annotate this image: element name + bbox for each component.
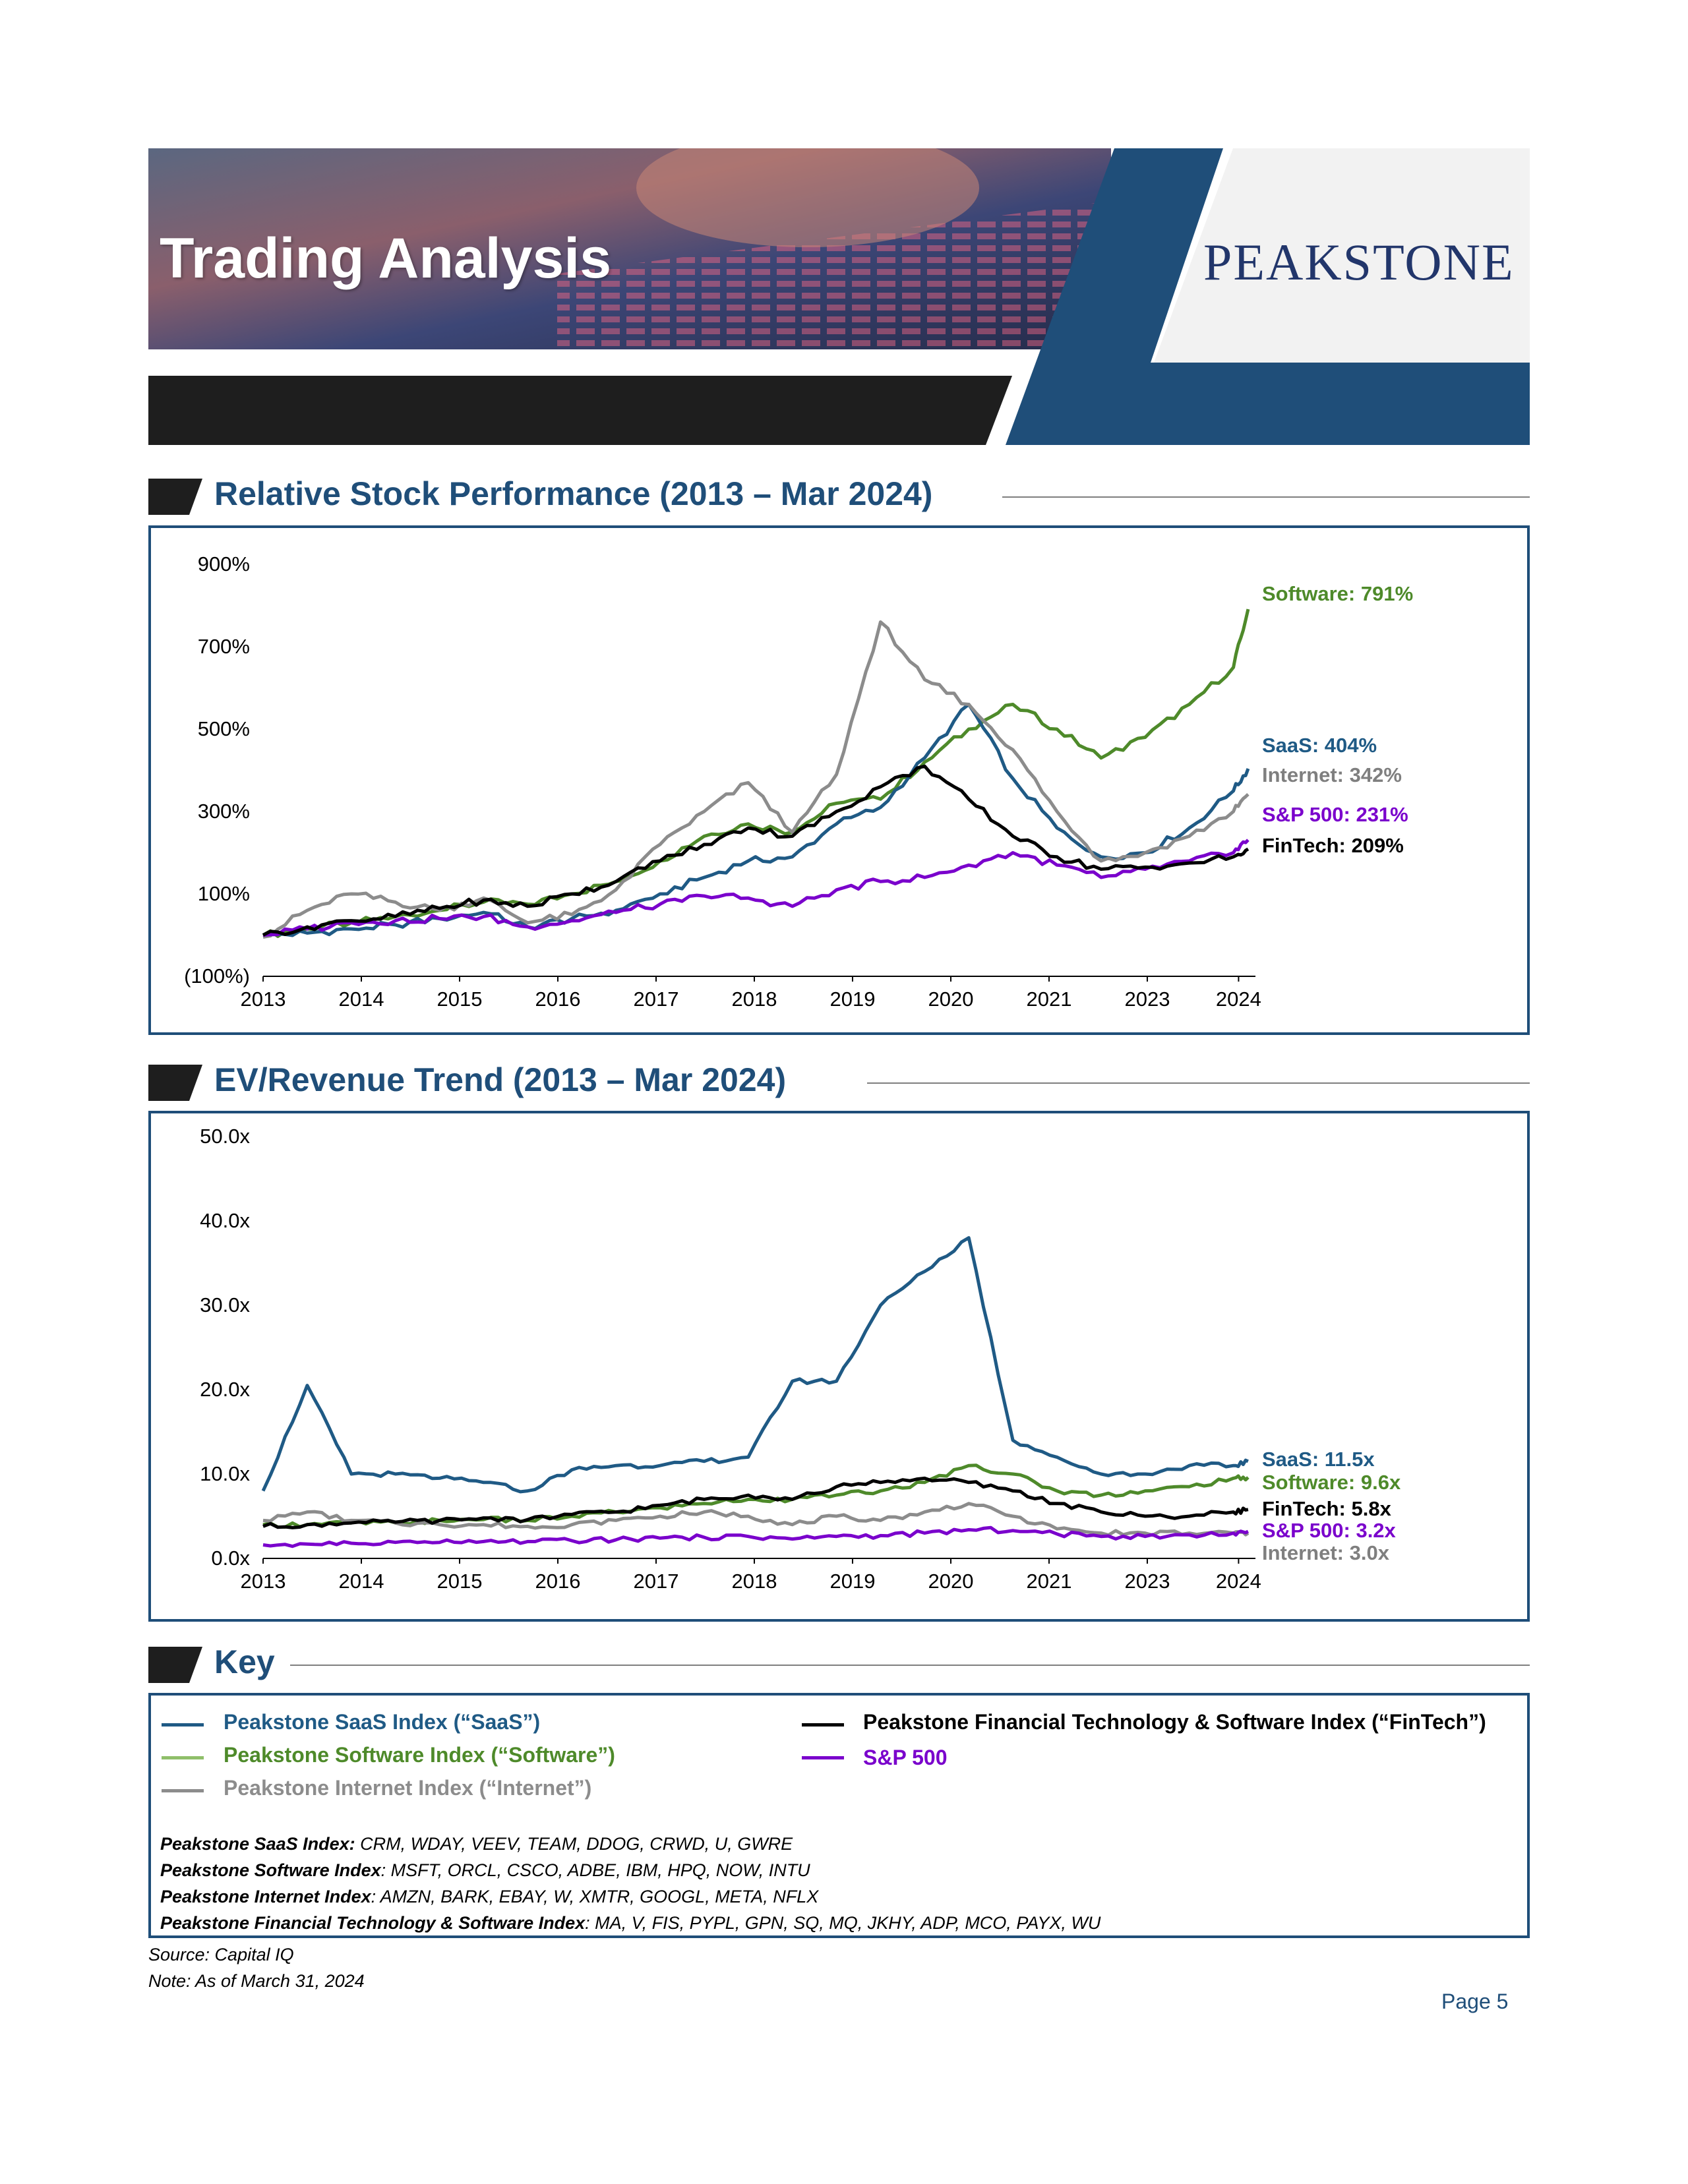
x-tick-label: 2017 — [633, 988, 678, 1011]
section-flag-icon — [148, 1065, 202, 1101]
y-tick-label: 20.0x — [200, 1378, 250, 1401]
series-line-sp500 — [262, 1525, 1250, 1549]
section-rule — [867, 1082, 1530, 1084]
x-tick-label: 2014 — [339, 988, 384, 1011]
legend-item-software: Peakstone Software Index (“Software”) — [224, 1743, 615, 1767]
x-tick-label: 2019 — [829, 988, 875, 1011]
banner-dark-bar — [148, 376, 1012, 445]
brand-logo: PEAKSTONE — [1203, 233, 1515, 291]
constituents-fintech: Peakstone Financial Technology & Softwar… — [160, 1913, 1101, 1933]
x-tick-label: 2016 — [535, 988, 581, 1011]
series-line-software — [262, 1463, 1250, 1529]
legend-swatch-saas — [162, 1723, 204, 1727]
x-tick-label: 2023 — [1124, 988, 1170, 1011]
x-tick-label: 2013 — [241, 988, 286, 1011]
end-label-saas: SaaS: 404% — [1262, 734, 1377, 757]
performance-chart-frame: 900% 700% 500% 300% 100% (100%) 2013 2014 2015 20… — [148, 525, 1530, 1035]
x-tick-label: 2018 — [731, 988, 777, 1011]
y-tick-label: 10.0x — [200, 1462, 250, 1485]
y-tick-label: 30.0x — [200, 1293, 250, 1316]
series-line-fintech — [262, 1476, 1249, 1529]
section-title: Relative Stock Performance (2013 – Mar 2… — [214, 475, 933, 512]
series-line-sp500 — [262, 839, 1250, 937]
x-tick-label: 2024 — [1216, 1570, 1261, 1593]
x-tick-label: 2014 — [339, 1570, 384, 1593]
series-line-internet — [262, 620, 1250, 939]
constituents-software: Peakstone Software Index: MSFT, ORCL, CS… — [160, 1860, 810, 1880]
series-line-software — [262, 608, 1250, 938]
logo-panel — [1154, 148, 1530, 363]
constituents-internet: Peakstone Internet Index: AMZN, BARK, EB… — [160, 1887, 819, 1906]
banner-blue-slash — [1006, 148, 1530, 445]
y-tick-label: 50.0x — [200, 1125, 250, 1148]
section-title: EV/Revenue Trend (2013 – Mar 2024) — [214, 1061, 787, 1098]
x-tick-label: 2020 — [928, 988, 973, 1011]
section-title: Key — [214, 1643, 275, 1680]
end-label-sp500: S&P 500: 3.2x — [1262, 1519, 1397, 1542]
legend-swatch-internet — [162, 1789, 204, 1792]
section-header-key: Key — [148, 1641, 1530, 1688]
end-label-software: Software: 791% — [1262, 582, 1413, 605]
section-rule — [1002, 496, 1530, 498]
end-label-fintech: FinTech: 5.8x — [1262, 1497, 1392, 1520]
y-tick-label: 900% — [198, 552, 250, 576]
y-tick-label: (100%) — [184, 964, 250, 988]
legend-item-saas: Peakstone SaaS Index (“SaaS”) — [224, 1710, 541, 1734]
end-label-fintech: FinTech: 209% — [1262, 834, 1404, 857]
page-number: Page 5 — [1441, 1990, 1509, 2013]
legend-item-internet: Peakstone Internet Index (“Internet”) — [224, 1776, 592, 1800]
legend-swatch-software — [162, 1756, 204, 1759]
x-tick-label: 2015 — [437, 1570, 483, 1593]
x-tick-label: 2021 — [1026, 1570, 1071, 1593]
y-tick-label: 500% — [198, 717, 250, 740]
series-line-saas — [261, 1236, 1249, 1494]
section-header-ev: EV/Revenue Trend (2013 – Mar 2024) — [148, 1059, 1530, 1106]
legend-item-fintech: Peakstone Financial Technology & Softwar… — [863, 1710, 1486, 1734]
x-tick-label: 2015 — [437, 988, 483, 1011]
y-tick-label: 300% — [198, 800, 250, 823]
source-note: Source: Capital IQ — [148, 1945, 294, 1964]
x-tick-label: 2016 — [535, 1570, 581, 1593]
legend-swatch-fintech — [802, 1723, 844, 1727]
end-label-internet: Internet: 342% — [1262, 763, 1402, 786]
header-banner: Trading Analysis PEAKSTONE — [148, 148, 1530, 445]
x-tick-label: 2024 — [1216, 988, 1261, 1011]
end-label-internet: Internet: 3.0x — [1262, 1541, 1390, 1564]
performance-chart: 900% 700% 500% 300% 100% (100%)2013 2014 2015 20… — [184, 552, 1413, 1011]
page-title: Trading Analysis — [160, 227, 612, 290]
x-tick-label: 2021 — [1026, 988, 1071, 1011]
constituents-saas: Peakstone SaaS Index: CRM, WDAY, VEEV, T… — [160, 1834, 793, 1854]
y-tick-label: 40.0x — [200, 1209, 250, 1232]
y-tick-label: 700% — [198, 635, 250, 658]
section-flag-icon — [148, 479, 202, 515]
y-tick-label: 0.0x — [211, 1547, 250, 1570]
banner-graphic — [148, 148, 1530, 445]
y-tick-label: 100% — [198, 882, 250, 905]
key-box: Peakstone SaaS Index (“SaaS”) Peakstone … — [148, 1693, 1530, 1938]
legend-swatch-sp500 — [802, 1756, 844, 1759]
ev-revenue-chart-frame: 50.0x 40.0x 30.0x 20.0x 10.0x 0.0x 2013 2014 201… — [148, 1111, 1530, 1622]
section-header-performance: Relative Stock Performance (2013 – Mar 2… — [148, 473, 1530, 519]
as-of-note: Note: As of March 31, 2024 — [148, 1971, 365, 1991]
x-tick-label: 2023 — [1124, 1570, 1170, 1593]
x-tick-label: 2017 — [633, 1570, 678, 1593]
section-rule — [290, 1665, 1530, 1666]
section-flag-icon — [148, 1647, 202, 1683]
x-tick-label: 2013 — [241, 1570, 286, 1593]
end-label-sp500: S&P 500: 231% — [1262, 803, 1408, 826]
end-label-software: Software: 9.6x — [1262, 1471, 1401, 1494]
series-line-fintech — [262, 764, 1250, 937]
end-label-saas: SaaS: 11.5x — [1262, 1448, 1375, 1471]
x-tick-label: 2019 — [829, 1570, 875, 1593]
legend-item-sp500: S&P 500 — [863, 1746, 948, 1769]
x-tick-label: 2020 — [928, 1570, 973, 1593]
x-tick-label: 2018 — [731, 1570, 777, 1593]
